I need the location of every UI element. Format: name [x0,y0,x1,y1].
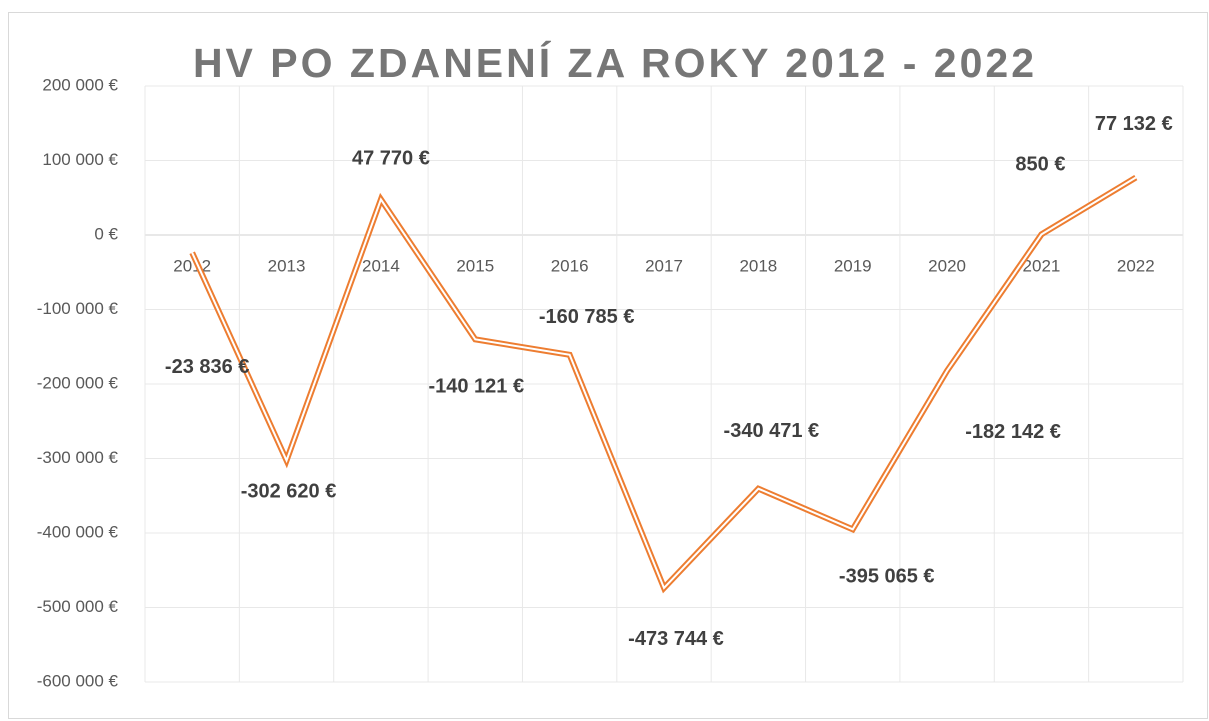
x-tick-label: 2018 [739,256,777,275]
data-label: -473 744 € [628,628,724,650]
y-tick-label: -300 000 € [37,448,119,467]
chart-frame [8,12,1208,719]
data-label: -395 065 € [839,566,935,588]
data-label: -140 121 € [428,376,524,398]
x-tick-label: 2021 [1023,256,1061,275]
y-tick-label: -500 000 € [37,597,119,616]
x-tick-label: 2017 [645,256,683,275]
x-tick-label: 2016 [551,256,589,275]
y-tick-label: -200 000 € [37,373,119,392]
y-tick-label: 0 € [94,224,118,243]
data-label: 47 770 € [352,148,430,170]
x-tick-label: 2015 [456,256,494,275]
chart-title: HV PO ZDANENÍ ZA ROKY 2012 - 2022 [193,40,1037,86]
x-tick-label: 2014 [362,256,400,275]
x-tick-label: 2022 [1117,256,1155,275]
data-label: 77 132 € [1095,113,1173,135]
data-label: -23 836 € [165,356,250,378]
x-tick-label: 2020 [928,256,966,275]
y-tick-label: -400 000 € [37,522,119,541]
data-label: -340 471 € [724,420,820,442]
series-line-inner [191,176,1137,590]
y-tick-label: -100 000 € [37,299,119,318]
data-label: 850 € [1015,154,1065,176]
data-label: -302 620 € [241,481,337,503]
x-tick-label: 2019 [834,256,872,275]
y-tick-label: 200 000 € [42,75,118,94]
y-tick-label: 100 000 € [42,150,118,169]
data-label: -182 142 € [965,421,1061,443]
data-label: -160 785 € [539,306,635,328]
x-tick-label: 2013 [268,256,306,275]
y-tick-label: -600 000 € [37,671,119,690]
